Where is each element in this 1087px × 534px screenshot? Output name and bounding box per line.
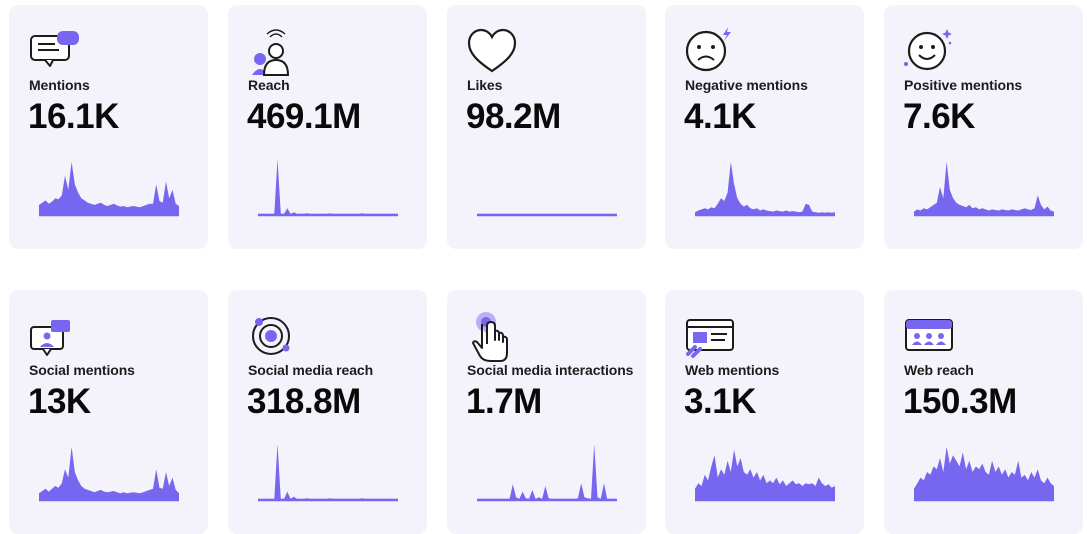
sparkline-area (258, 444, 398, 500)
stat-value: 3.1K (684, 382, 756, 421)
sparkline-area (477, 444, 617, 500)
sparkline-area (39, 446, 179, 500)
stat-label: Web mentions (685, 362, 780, 378)
sparkline-area (258, 159, 398, 215)
social-chat-icon (29, 312, 89, 362)
sparkline-area (914, 161, 1054, 215)
sparkline (695, 161, 835, 217)
stat-label: Web reach (904, 362, 974, 378)
sparkline (258, 159, 398, 217)
stat-value: 98.2M (466, 97, 561, 136)
stat-value: 4.1K (684, 97, 756, 136)
sad-face-icon (685, 27, 745, 77)
stat-card-negative-mentions[interactable]: Negative mentions 4.1K (665, 5, 864, 249)
sparkline (39, 446, 179, 502)
stat-card-mentions[interactable]: Mentions 16.1K (9, 5, 208, 249)
sparkline-area (39, 161, 179, 215)
sparkline (39, 161, 179, 217)
stat-card-likes[interactable]: Likes 98.2M (447, 5, 646, 249)
stat-card-positive-mentions[interactable]: Positive mentions 7.6K (884, 5, 1083, 249)
stat-value: 318.8M (247, 382, 361, 421)
stat-card-social-mentions[interactable]: Social mentions 13K (9, 290, 208, 534)
stat-card-social-media-interactions[interactable]: Social media interactions 1.7M (447, 290, 646, 534)
heart-icon (467, 27, 527, 77)
stat-value: 7.6K (903, 97, 975, 136)
sparkline-area (695, 161, 835, 215)
sparkline (695, 449, 835, 502)
sparkline (477, 213, 617, 217)
stat-label: Positive mentions (904, 77, 1023, 93)
stat-value: 1.7M (466, 382, 542, 421)
stat-card-web-reach[interactable]: Web reach 150.3M (884, 290, 1083, 534)
sparkline (477, 444, 617, 502)
happy-face-icon (904, 27, 964, 77)
sparkline-area (914, 446, 1054, 500)
stat-label: Social media reach (248, 362, 374, 378)
stat-card-web-mentions[interactable]: Web mentions 3.1K (665, 290, 864, 534)
audience-icon (248, 27, 308, 77)
sparkline (914, 446, 1054, 502)
tap-hand-icon (467, 312, 527, 362)
stat-card-reach[interactable]: Reach 469.1M (228, 5, 427, 249)
sparkline (258, 444, 398, 502)
stat-value: 16.1K (28, 97, 119, 136)
stat-label: Social media interactions (467, 362, 634, 378)
sparkline-area (695, 449, 835, 500)
stat-label: Mentions (29, 77, 90, 93)
stat-value: 469.1M (247, 97, 361, 136)
speech-bubble-icon (29, 27, 89, 77)
web-link-icon (685, 312, 745, 362)
stat-value: 150.3M (903, 382, 1017, 421)
web-audience-icon (904, 312, 964, 362)
stat-card-social-media-reach[interactable]: Social media reach 318.8M (228, 290, 427, 534)
orbit-icon (248, 312, 308, 362)
stat-label: Likes (467, 77, 503, 93)
stat-label: Negative mentions (685, 77, 808, 93)
stat-label: Social mentions (29, 362, 135, 378)
sparkline (914, 161, 1054, 217)
stat-value: 13K (28, 382, 91, 421)
stat-label: Reach (248, 77, 290, 93)
